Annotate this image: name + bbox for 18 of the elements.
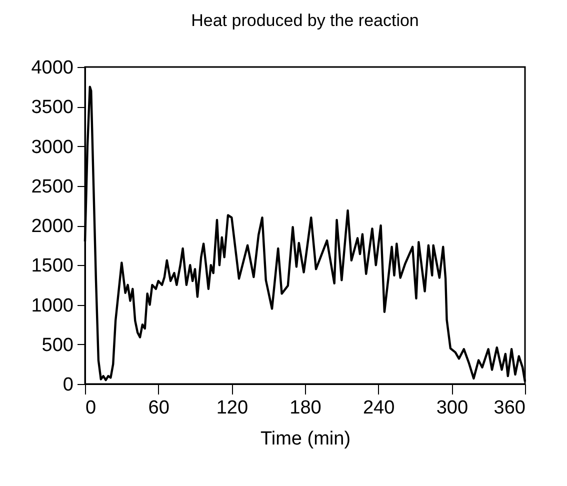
x-tick-label: 0 xyxy=(86,398,96,418)
y-tick-label: 4000 xyxy=(31,58,74,78)
y-tick-label: 3000 xyxy=(31,136,74,158)
y-tick-label: 2000 xyxy=(31,216,74,237)
y-tick-label: 500 xyxy=(42,334,74,356)
y-tick-label: 3500 xyxy=(31,97,74,118)
x-tick-label: 360 xyxy=(494,398,526,418)
chart-title: Heat produced by the reaction xyxy=(191,11,419,30)
x-tick-label: 240 xyxy=(362,398,395,418)
x-tick-label: 60 xyxy=(148,398,170,418)
y-tick-label: 1000 xyxy=(31,295,74,316)
x-tick-label: 120 xyxy=(216,398,248,418)
y-tick-label: 1500 xyxy=(31,256,74,277)
x-tick-label: 300 xyxy=(436,398,468,418)
y-tick-label: 2500 xyxy=(31,176,74,198)
x-tick-label: 180 xyxy=(290,398,322,418)
y-tick-label: 0 xyxy=(62,374,74,396)
x-axis-title: Time (min) xyxy=(260,428,351,450)
